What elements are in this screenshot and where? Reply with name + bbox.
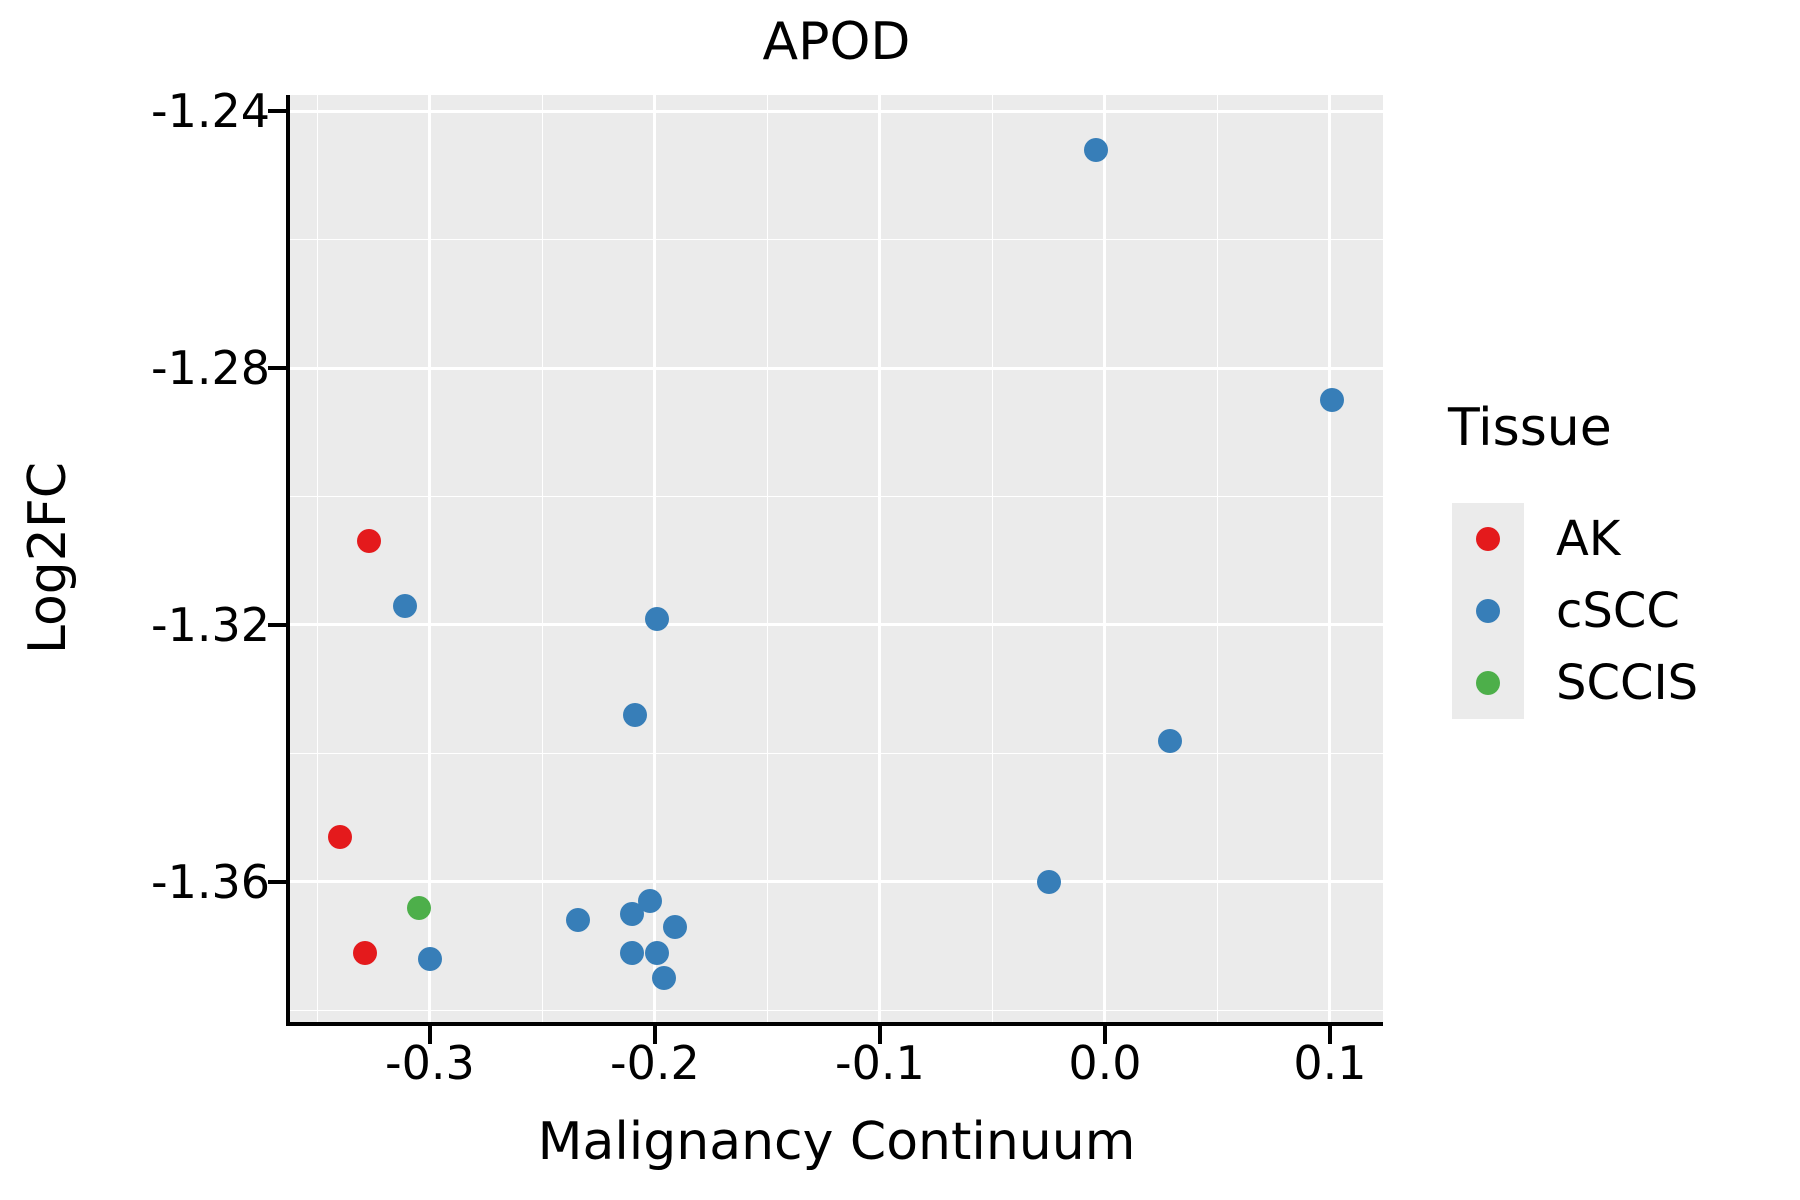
data-point-cSCC — [1320, 388, 1345, 413]
y-axis-tick-mark — [268, 622, 286, 627]
data-point-cSCC — [1036, 869, 1061, 894]
major-gridline-vertical — [653, 95, 657, 1022]
major-gridline-horizontal — [290, 880, 1383, 884]
y-axis-tick-mark — [268, 366, 286, 371]
x-axis-tick-mark — [877, 1026, 882, 1044]
data-point-cSCC — [651, 966, 676, 991]
data-point-AK — [352, 940, 377, 965]
x-axis-tick-label: 0.0 — [1068, 1036, 1142, 1090]
x-axis-line — [286, 1022, 1383, 1026]
x-axis-tick-mark — [1327, 1026, 1332, 1044]
minor-gridline-horizontal — [290, 1009, 1383, 1012]
y-axis-tick-label: -1.36 — [150, 854, 270, 909]
y-axis-line — [286, 95, 290, 1026]
legend-title: Tissue — [1448, 398, 1612, 458]
plot-title: APOD — [762, 12, 911, 72]
major-gridline-horizontal — [290, 109, 1383, 113]
legend-label: AK — [1556, 511, 1621, 567]
legend-entries: AK cSCC SCCIS — [1452, 503, 1782, 719]
minor-gridline-vertical — [991, 95, 994, 1022]
major-gridline-vertical — [878, 95, 882, 1022]
x-axis-tick-mark — [1102, 1026, 1107, 1044]
y-axis-title: Log2FC — [18, 461, 78, 655]
legend-marker-cSCC — [1476, 599, 1500, 623]
data-point-AK — [327, 824, 352, 849]
legend-label: cSCC — [1556, 583, 1680, 639]
x-axis-tick-mark — [652, 1026, 657, 1044]
minor-gridline-vertical — [1216, 95, 1219, 1022]
legend-item-SCCIS: SCCIS — [1452, 647, 1782, 719]
data-point-SCCIS — [406, 895, 431, 920]
x-axis-tick-label: -0.3 — [385, 1036, 475, 1090]
data-point-cSCC — [1158, 728, 1183, 753]
minor-gridline-vertical — [541, 95, 544, 1022]
data-point-cSCC — [1083, 137, 1108, 162]
plot-panel — [290, 95, 1383, 1022]
data-point-cSCC — [622, 702, 647, 727]
major-gridline-horizontal — [290, 366, 1383, 370]
legend-marker-AK — [1476, 527, 1500, 551]
major-gridline-vertical — [428, 95, 432, 1022]
y-axis-tick-label: -1.32 — [150, 597, 270, 652]
major-gridline-horizontal — [290, 623, 1383, 627]
minor-gridline-vertical — [316, 95, 319, 1022]
x-axis-tick-label: -0.1 — [835, 1036, 925, 1090]
minor-gridline-horizontal — [290, 752, 1383, 755]
x-axis-tick-label: 0.1 — [1293, 1036, 1367, 1090]
data-point-cSCC — [620, 940, 645, 965]
x-axis-title: Malignancy Continuum — [537, 1112, 1136, 1172]
minor-gridline-horizontal — [290, 495, 1383, 498]
y-axis-tick-label: -1.28 — [150, 341, 270, 396]
legend-label: SCCIS — [1556, 655, 1699, 711]
x-axis-tick-mark — [427, 1026, 432, 1044]
data-point-cSCC — [663, 914, 688, 939]
data-point-AK — [357, 529, 382, 554]
legend-item-AK: AK — [1452, 503, 1782, 575]
legend-item-cSCC: cSCC — [1452, 575, 1782, 647]
data-point-cSCC — [417, 947, 442, 972]
y-axis-tick-label: -1.24 — [150, 84, 270, 139]
legend-marker-SCCIS — [1476, 671, 1500, 695]
data-point-cSCC — [566, 908, 591, 933]
major-gridline-vertical — [1328, 95, 1332, 1022]
data-point-cSCC — [638, 889, 663, 914]
data-point-cSCC — [393, 593, 418, 618]
x-axis-tick-label: -0.2 — [610, 1036, 700, 1090]
data-point-cSCC — [645, 606, 670, 631]
y-axis-tick-mark — [268, 109, 286, 114]
y-axis-tick-mark — [268, 879, 286, 884]
major-gridline-vertical — [1103, 95, 1107, 1022]
data-point-cSCC — [645, 940, 670, 965]
minor-gridline-horizontal — [290, 238, 1383, 241]
minor-gridline-vertical — [766, 95, 769, 1022]
